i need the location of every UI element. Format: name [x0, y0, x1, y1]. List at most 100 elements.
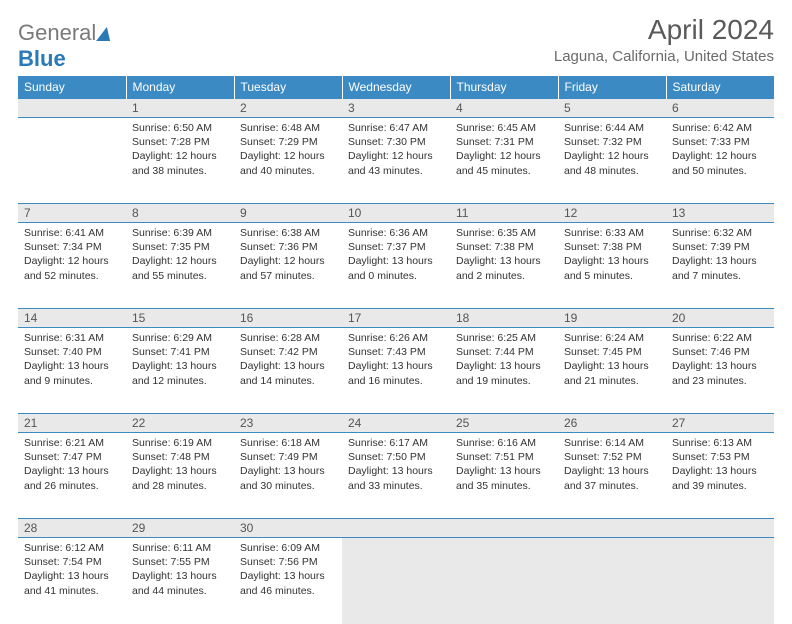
day-cell: Sunrise: 6:33 AMSunset: 7:38 PMDaylight:… — [558, 223, 666, 309]
day-cell: Sunrise: 6:41 AMSunset: 7:34 PMDaylight:… — [18, 223, 126, 309]
weekday-header: Friday — [558, 76, 666, 99]
day-line: and 33 minutes. — [348, 479, 444, 493]
day-number-cell: 1 — [126, 99, 234, 118]
day-cell: Sunrise: 6:09 AMSunset: 7:56 PMDaylight:… — [234, 538, 342, 624]
day-cell: Sunrise: 6:24 AMSunset: 7:45 PMDaylight:… — [558, 328, 666, 414]
day-number-cell: 11 — [450, 204, 558, 223]
day-line: Sunset: 7:42 PM — [240, 345, 336, 359]
day-line: and 45 minutes. — [456, 164, 552, 178]
daynum-row: 14151617181920 — [18, 309, 774, 328]
day-line: Sunset: 7:45 PM — [564, 345, 660, 359]
day-content: Sunrise: 6:39 AMSunset: 7:35 PMDaylight:… — [126, 223, 234, 289]
day-cell: Sunrise: 6:14 AMSunset: 7:52 PMDaylight:… — [558, 433, 666, 519]
day-number-cell: 25 — [450, 414, 558, 433]
day-line: Sunset: 7:32 PM — [564, 135, 660, 149]
day-line: Sunset: 7:53 PM — [672, 450, 768, 464]
day-line: and 55 minutes. — [132, 269, 228, 283]
day-line: and 40 minutes. — [240, 164, 336, 178]
day-line: Sunrise: 6:42 AM — [672, 121, 768, 135]
day-line: Sunrise: 6:16 AM — [456, 436, 552, 450]
day-content: Sunrise: 6:22 AMSunset: 7:46 PMDaylight:… — [666, 328, 774, 394]
day-content: Sunrise: 6:19 AMSunset: 7:48 PMDaylight:… — [126, 433, 234, 499]
day-number-cell: 22 — [126, 414, 234, 433]
day-line: Daylight: 12 hours — [132, 149, 228, 163]
day-line: and 14 minutes. — [240, 374, 336, 388]
day-line: Sunset: 7:39 PM — [672, 240, 768, 254]
day-number-cell: 17 — [342, 309, 450, 328]
day-content — [450, 538, 558, 547]
day-line: Sunset: 7:38 PM — [564, 240, 660, 254]
daynum-row: 123456 — [18, 99, 774, 118]
day-content: Sunrise: 6:17 AMSunset: 7:50 PMDaylight:… — [342, 433, 450, 499]
day-content: Sunrise: 6:42 AMSunset: 7:33 PMDaylight:… — [666, 118, 774, 184]
day-line: and 57 minutes. — [240, 269, 336, 283]
weekday-header: Tuesday — [234, 76, 342, 99]
day-cell — [342, 538, 450, 624]
day-number-cell: 4 — [450, 99, 558, 118]
day-line: Daylight: 12 hours — [564, 149, 660, 163]
logo-text-blue: Blue — [18, 46, 66, 71]
day-number-cell — [450, 519, 558, 538]
day-line: Sunrise: 6:12 AM — [24, 541, 120, 555]
day-line: Sunrise: 6:26 AM — [348, 331, 444, 345]
day-line: Sunrise: 6:22 AM — [672, 331, 768, 345]
day-content: Sunrise: 6:33 AMSunset: 7:38 PMDaylight:… — [558, 223, 666, 289]
day-number-cell: 12 — [558, 204, 666, 223]
day-content: Sunrise: 6:13 AMSunset: 7:53 PMDaylight:… — [666, 433, 774, 499]
day-content — [342, 538, 450, 547]
day-line: Sunset: 7:44 PM — [456, 345, 552, 359]
day-line: Sunrise: 6:11 AM — [132, 541, 228, 555]
day-number-cell: 20 — [666, 309, 774, 328]
day-line: Sunrise: 6:41 AM — [24, 226, 120, 240]
day-cell: Sunrise: 6:21 AMSunset: 7:47 PMDaylight:… — [18, 433, 126, 519]
header: General Blue April 2024 Laguna, Californ… — [18, 14, 774, 72]
day-line: and 21 minutes. — [564, 374, 660, 388]
day-line: Sunrise: 6:29 AM — [132, 331, 228, 345]
day-line: and 2 minutes. — [456, 269, 552, 283]
day-line: Sunset: 7:51 PM — [456, 450, 552, 464]
day-cell: Sunrise: 6:11 AMSunset: 7:55 PMDaylight:… — [126, 538, 234, 624]
day-content: Sunrise: 6:47 AMSunset: 7:30 PMDaylight:… — [342, 118, 450, 184]
daynum-row: 21222324252627 — [18, 414, 774, 433]
day-cell: Sunrise: 6:50 AMSunset: 7:28 PMDaylight:… — [126, 118, 234, 204]
day-line: Sunrise: 6:45 AM — [456, 121, 552, 135]
day-content: Sunrise: 6:44 AMSunset: 7:32 PMDaylight:… — [558, 118, 666, 184]
day-line: Sunrise: 6:14 AM — [564, 436, 660, 450]
day-line: Sunset: 7:33 PM — [672, 135, 768, 149]
day-cell: Sunrise: 6:18 AMSunset: 7:49 PMDaylight:… — [234, 433, 342, 519]
day-line: Sunrise: 6:13 AM — [672, 436, 768, 450]
day-number-cell: 5 — [558, 99, 666, 118]
day-line: Daylight: 13 hours — [24, 464, 120, 478]
day-content: Sunrise: 6:09 AMSunset: 7:56 PMDaylight:… — [234, 538, 342, 604]
day-number-cell: 27 — [666, 414, 774, 433]
day-cell: Sunrise: 6:17 AMSunset: 7:50 PMDaylight:… — [342, 433, 450, 519]
day-cell: Sunrise: 6:19 AMSunset: 7:48 PMDaylight:… — [126, 433, 234, 519]
day-line: Sunrise: 6:19 AM — [132, 436, 228, 450]
day-cell: Sunrise: 6:32 AMSunset: 7:39 PMDaylight:… — [666, 223, 774, 309]
day-line: and 39 minutes. — [672, 479, 768, 493]
day-cell: Sunrise: 6:28 AMSunset: 7:42 PMDaylight:… — [234, 328, 342, 414]
day-line: Sunrise: 6:17 AM — [348, 436, 444, 450]
day-line: Sunrise: 6:21 AM — [24, 436, 120, 450]
day-line: Daylight: 13 hours — [240, 569, 336, 583]
day-cell: Sunrise: 6:13 AMSunset: 7:53 PMDaylight:… — [666, 433, 774, 519]
day-cell: Sunrise: 6:36 AMSunset: 7:37 PMDaylight:… — [342, 223, 450, 309]
day-line: and 43 minutes. — [348, 164, 444, 178]
day-cell — [666, 538, 774, 624]
day-content: Sunrise: 6:38 AMSunset: 7:36 PMDaylight:… — [234, 223, 342, 289]
day-line: Daylight: 13 hours — [456, 254, 552, 268]
day-line: Sunset: 7:52 PM — [564, 450, 660, 464]
day-number-cell: 26 — [558, 414, 666, 433]
day-line: Sunrise: 6:32 AM — [672, 226, 768, 240]
daynum-row: 282930 — [18, 519, 774, 538]
day-line: Sunset: 7:50 PM — [348, 450, 444, 464]
weekday-header: Sunday — [18, 76, 126, 99]
day-line: and 38 minutes. — [132, 164, 228, 178]
day-line: and 44 minutes. — [132, 584, 228, 598]
day-cell — [450, 538, 558, 624]
day-content: Sunrise: 6:26 AMSunset: 7:43 PMDaylight:… — [342, 328, 450, 394]
day-cell: Sunrise: 6:48 AMSunset: 7:29 PMDaylight:… — [234, 118, 342, 204]
day-number-cell: 30 — [234, 519, 342, 538]
day-number-cell: 9 — [234, 204, 342, 223]
day-content: Sunrise: 6:12 AMSunset: 7:54 PMDaylight:… — [18, 538, 126, 604]
